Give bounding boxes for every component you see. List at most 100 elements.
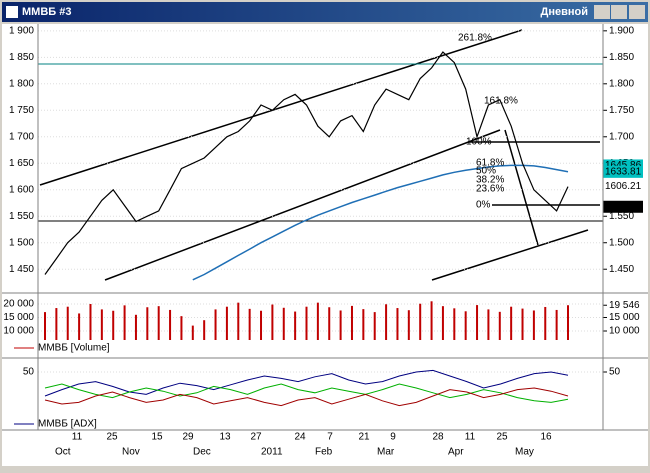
y-tick-label: 1 850 xyxy=(9,52,34,63)
date-label: 7 xyxy=(327,432,333,443)
month-label: Oct xyxy=(55,447,71,458)
fib-label: 161.8% xyxy=(484,96,518,107)
volume-bar xyxy=(112,310,115,340)
volume-bar xyxy=(203,320,206,340)
volume-bar xyxy=(396,308,399,340)
month-label: Dec xyxy=(193,447,211,458)
window-title: ММВБ #3 xyxy=(22,6,71,18)
fib-label: 0% xyxy=(476,200,491,211)
y-tick-label: 50 xyxy=(23,367,35,378)
price-tag xyxy=(603,165,643,178)
y-tick-label: 1 450 xyxy=(9,264,34,275)
price-tag xyxy=(603,180,643,193)
series-line xyxy=(192,164,569,281)
month-label: 2011 xyxy=(261,447,283,458)
y-tick-label: 1.900 xyxy=(609,25,634,36)
y-tick-label: 20 000 xyxy=(3,299,34,310)
volume-bar xyxy=(294,311,297,340)
y-tick-label: 1 800 xyxy=(9,78,34,89)
volume-bar xyxy=(544,306,547,340)
volume-bar xyxy=(419,303,422,340)
maximize-button[interactable] xyxy=(611,5,627,19)
date-label: 15 xyxy=(151,432,163,443)
y-tick-label: 1 750 xyxy=(9,105,34,116)
fib-label: 38.2% xyxy=(476,175,504,186)
volume-bar xyxy=(430,301,433,340)
minimize-button[interactable] xyxy=(594,5,610,19)
volume-bar xyxy=(157,306,160,340)
adx-legend: ММВБ [ADX] xyxy=(38,419,97,430)
volume-bar xyxy=(305,306,308,340)
volume-bar xyxy=(123,305,126,340)
price-tag xyxy=(603,200,643,213)
price-tag-label: 1606.21 xyxy=(605,181,642,192)
volume-bar xyxy=(191,325,194,340)
y-tick-label: 15 000 xyxy=(3,312,34,323)
date-label: 16 xyxy=(540,432,552,443)
volume-bar xyxy=(373,312,376,340)
volume-bar xyxy=(339,310,342,340)
volume-legend: ММВБ [Volume] xyxy=(38,343,110,354)
volume-bar xyxy=(328,307,331,340)
volume-bar xyxy=(44,312,46,340)
price-tag-label: 1645.86 xyxy=(605,160,642,171)
volume-bar xyxy=(89,304,92,340)
month-label: Apr xyxy=(448,447,464,458)
date-label: 28 xyxy=(432,432,444,443)
fib-label: 261.8% xyxy=(458,33,492,44)
y-tick-label: 10 000 xyxy=(609,326,640,337)
volume-bar xyxy=(464,311,467,340)
app-icon xyxy=(6,6,18,18)
date-label: 25 xyxy=(496,432,508,443)
price-tag-label: 1633.81 xyxy=(605,166,642,177)
price-tag-label: 1567.90 xyxy=(605,201,642,212)
y-tick-label: 1.550 xyxy=(609,211,634,222)
timeframe[interactable]: Дневной xyxy=(541,6,589,18)
volume-bar xyxy=(487,309,490,340)
volume-bar xyxy=(225,306,228,340)
volume-bar xyxy=(146,307,149,340)
volume-bar xyxy=(282,307,285,340)
drawings xyxy=(38,29,603,281)
date-label: 29 xyxy=(182,432,194,443)
trendline xyxy=(104,129,501,281)
close-button[interactable] xyxy=(629,5,645,19)
chart-area xyxy=(2,24,648,466)
date-label: 11 xyxy=(72,432,83,443)
y-tick-label: 1 900 xyxy=(9,25,34,36)
fib-label: 61.8% xyxy=(476,158,504,169)
volume-bar xyxy=(362,309,365,340)
volume-bar xyxy=(498,311,501,340)
date-label: 24 xyxy=(294,432,306,443)
y-tick-label: 1.750 xyxy=(609,105,634,116)
y-tick-label: 1.450 xyxy=(609,264,634,275)
volume-bar xyxy=(100,309,103,340)
volume-bar xyxy=(350,305,353,340)
y-tick-label: 1 650 xyxy=(9,158,34,169)
date-label: 27 xyxy=(250,432,262,443)
y-tick-label: 15 000 xyxy=(609,312,640,323)
trendline xyxy=(431,229,589,281)
volume-bar xyxy=(453,308,456,340)
volume-bar xyxy=(180,316,183,340)
y-tick-label: 1 600 xyxy=(9,184,34,195)
date-label: 11 xyxy=(465,432,476,443)
y-tick-label: 1 700 xyxy=(9,131,34,142)
volume-bar xyxy=(316,302,319,340)
volume-bar xyxy=(134,314,137,340)
y-tick-label: 1 550 xyxy=(9,211,34,222)
fib-label: 100% xyxy=(466,137,492,148)
volume-bar xyxy=(55,308,58,340)
date-label: 21 xyxy=(358,432,370,443)
y-tick-label: 1.500 xyxy=(609,237,634,248)
title-bg xyxy=(2,2,648,22)
volume-bar xyxy=(567,305,569,340)
volume-bar xyxy=(441,306,444,340)
series-line xyxy=(44,369,569,397)
volume-bar xyxy=(237,302,240,340)
fib-label: 50% xyxy=(476,166,496,177)
volume-bar xyxy=(407,310,410,340)
series-line xyxy=(44,387,569,407)
volume-bar xyxy=(385,304,388,340)
